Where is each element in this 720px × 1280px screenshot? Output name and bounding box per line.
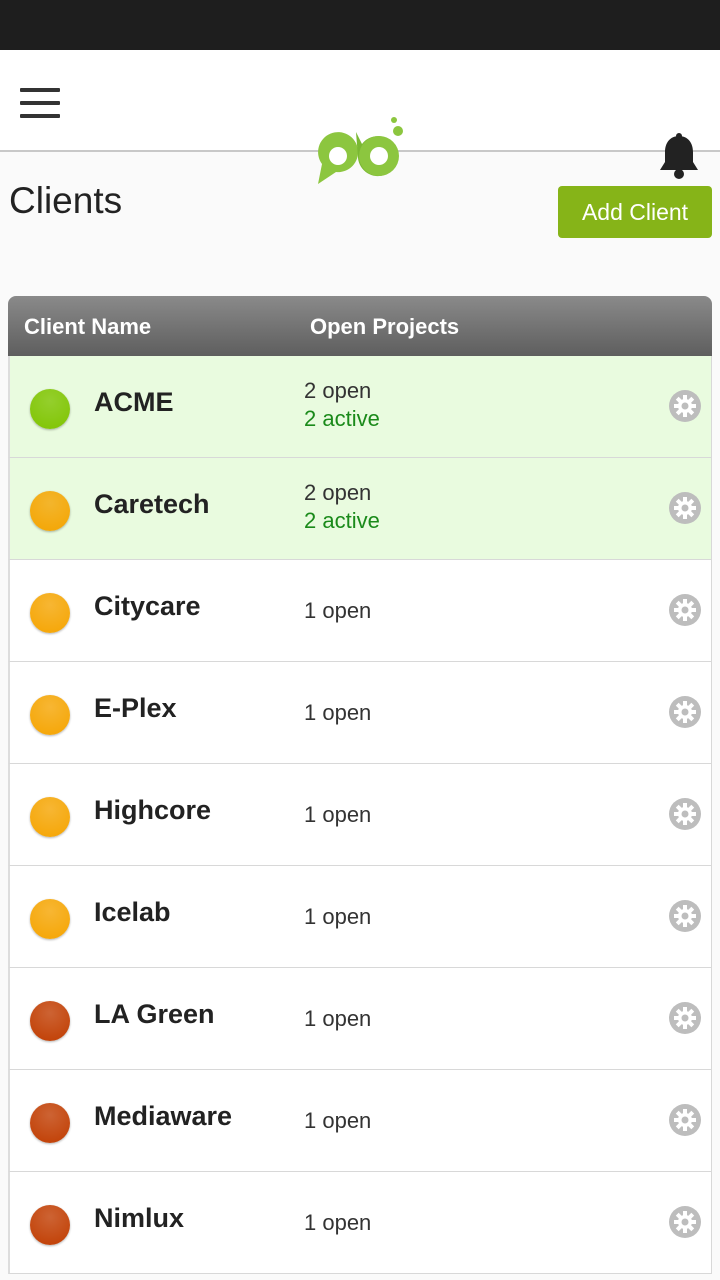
gear-icon[interactable] xyxy=(668,1103,702,1137)
gear-icon[interactable] xyxy=(668,491,702,525)
status-dot xyxy=(30,1205,70,1245)
status-dot xyxy=(30,389,70,429)
open-count: 1 open xyxy=(304,1108,372,1133)
column-header-open-projects: Open Projects xyxy=(310,314,460,339)
page-title: Clients xyxy=(9,180,123,221)
table-row[interactable]: Citycare 1 open xyxy=(8,560,712,662)
table-row[interactable]: Icelab 1 open xyxy=(8,866,712,968)
status-dot xyxy=(30,1103,70,1143)
client-name[interactable]: E-Plex xyxy=(94,693,177,723)
column-header-client-name: Client Name xyxy=(24,314,152,339)
open-count: 1 open xyxy=(304,700,372,725)
add-client-button[interactable]: Add Client xyxy=(558,186,712,238)
active-count: 2 active xyxy=(304,406,380,431)
status-dot xyxy=(30,1001,70,1041)
active-count: 2 active xyxy=(304,508,380,533)
top-bar xyxy=(0,50,720,184)
gear-icon[interactable] xyxy=(668,1001,702,1035)
status-dot xyxy=(30,695,70,735)
table-row[interactable]: LA Green 1 open xyxy=(8,968,712,1070)
table-row[interactable]: Caretech 2 open 2 active xyxy=(8,458,712,560)
bell-icon[interactable] xyxy=(656,132,702,180)
table-header: Client Name Open Projects xyxy=(8,296,712,356)
gear-icon[interactable] xyxy=(668,797,702,831)
status-bar xyxy=(0,0,720,50)
client-name[interactable]: Icelab xyxy=(94,897,171,927)
gear-icon[interactable] xyxy=(668,593,702,627)
client-name[interactable]: LA Green xyxy=(94,999,215,1029)
clients-table: Client Name Open Projects ACME 2 open 2 … xyxy=(8,296,712,1274)
client-name[interactable]: Mediaware xyxy=(94,1101,233,1131)
status-dot xyxy=(30,593,70,633)
client-name[interactable]: Highcore xyxy=(94,795,212,825)
client-name[interactable]: Nimlux xyxy=(94,1203,185,1233)
logo-icon xyxy=(318,117,403,184)
open-count: 2 open xyxy=(304,480,372,505)
gear-icon[interactable] xyxy=(668,389,702,423)
client-name[interactable]: ACME xyxy=(94,387,174,417)
gear-icon[interactable] xyxy=(668,695,702,729)
hamburger-icon[interactable] xyxy=(20,88,60,118)
status-dot xyxy=(30,899,70,939)
table-row[interactable]: Nimlux 1 open xyxy=(8,1172,712,1274)
table-row[interactable]: Highcore 1 open xyxy=(8,764,712,866)
client-name[interactable]: Citycare xyxy=(94,591,201,621)
open-count: 1 open xyxy=(304,904,372,929)
open-count: 1 open xyxy=(304,802,372,827)
client-name[interactable]: Caretech xyxy=(94,489,210,519)
table-row[interactable]: ACME 2 open 2 active xyxy=(8,356,712,458)
table-row[interactable]: E-Plex 1 open xyxy=(8,662,712,764)
open-count: 2 open xyxy=(304,378,372,403)
open-count: 1 open xyxy=(304,1006,372,1031)
status-dot xyxy=(30,797,70,837)
table-row[interactable]: Mediaware 1 open xyxy=(8,1070,712,1172)
gear-icon[interactable] xyxy=(668,1205,702,1239)
open-count: 1 open xyxy=(304,1210,372,1235)
status-dot xyxy=(30,491,70,531)
open-count: 1 open xyxy=(304,598,372,623)
gear-icon[interactable] xyxy=(668,899,702,933)
